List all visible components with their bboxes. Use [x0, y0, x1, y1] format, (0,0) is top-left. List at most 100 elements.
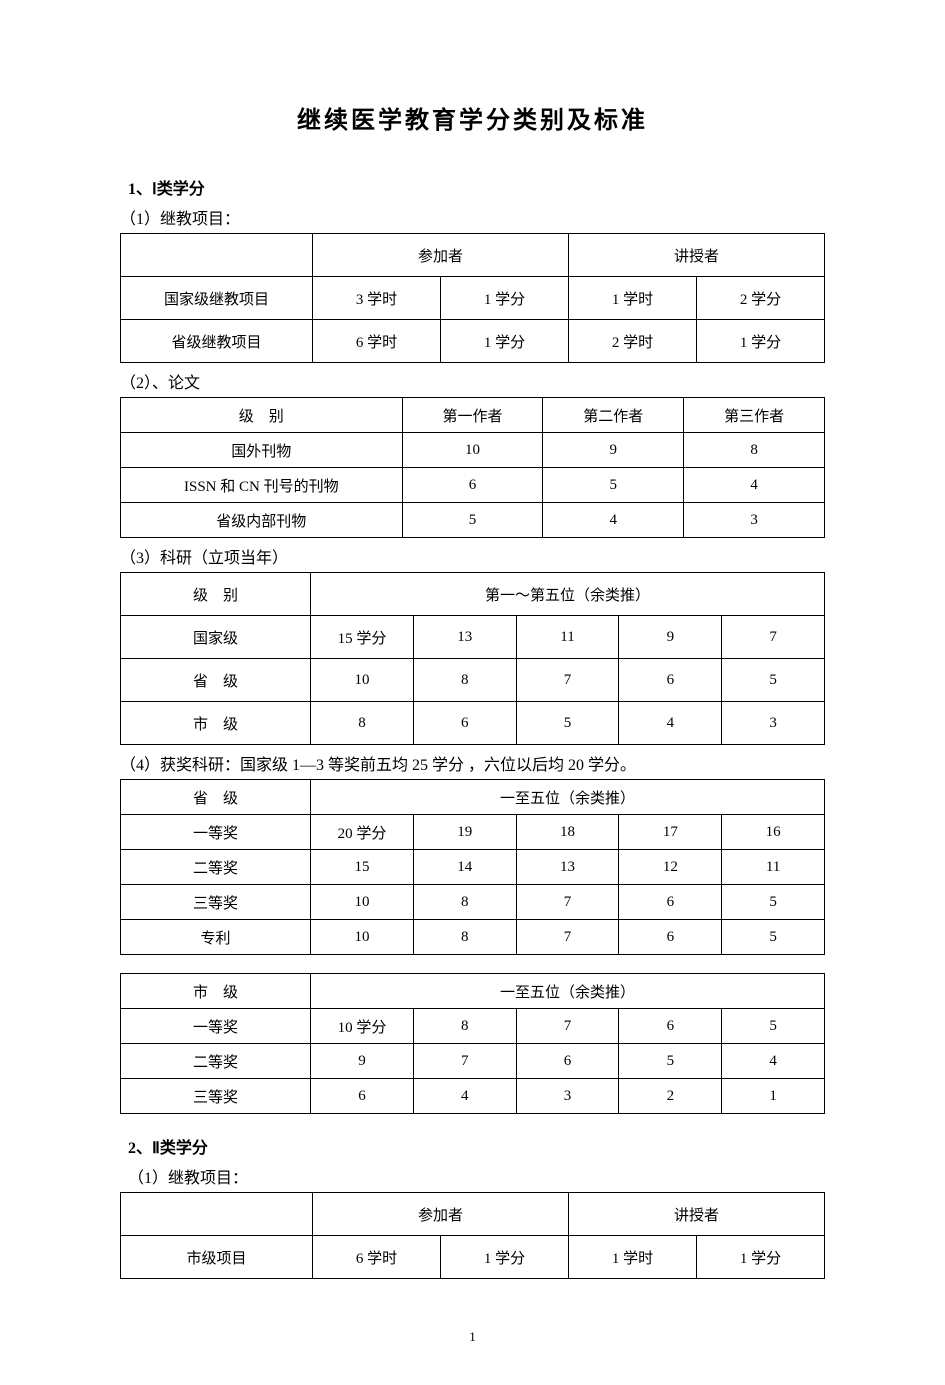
cell: 10 [402, 433, 543, 468]
table-row: 市级项目 6 学时 1 学分 1 学时 1 学分 [121, 1236, 825, 1279]
s1-p4-header: （4）获奖科研：国家级 1—3 等奖前五均 25 学分 ，六位以后均 20 学分… [120, 751, 825, 775]
table-2: 级 别 第一作者 第二作者 第三作者 国外刊物 10 9 8 ISSN 和 CN… [120, 397, 825, 538]
cell: 1 学时 [569, 277, 697, 320]
cell: 19 [413, 815, 516, 850]
cell: 参加者 [313, 1193, 569, 1236]
cell: 省级内部刊物 [121, 503, 403, 538]
table-row: 二等奖 15 14 13 12 11 [121, 850, 825, 885]
cell: 二等奖 [121, 1044, 311, 1079]
cell: 6 学时 [313, 1236, 441, 1279]
cell: 讲授者 [569, 234, 825, 277]
table-row: 市 级 一至五位（余类推） [121, 974, 825, 1009]
cell: 三等奖 [121, 1079, 311, 1114]
cell: 2 学时 [569, 320, 697, 363]
cell: 2 学分 [697, 277, 825, 320]
table-row: 专利 10 8 7 6 5 [121, 920, 825, 955]
cell: 14 [413, 850, 516, 885]
cell: 1 学时 [569, 1236, 697, 1279]
cell: 8 [413, 659, 516, 702]
cell: 6 [311, 1079, 414, 1114]
table-row: 省 级 一至五位（余类推） [121, 780, 825, 815]
cell: 省 级 [121, 659, 311, 702]
cell: 16 [722, 815, 825, 850]
cell: 4 [543, 503, 684, 538]
cell: 4 [619, 702, 722, 745]
cell: 市级项目 [121, 1236, 313, 1279]
table-row: 省 级 10 8 7 6 5 [121, 659, 825, 702]
cell: 18 [516, 815, 619, 850]
cell [121, 1193, 313, 1236]
cell: 8 [413, 885, 516, 920]
cell: 10 [311, 920, 414, 955]
s1-p3-header: （3）科研（立项当年） [120, 544, 825, 568]
cell: 2 [619, 1079, 722, 1114]
cell: 一至五位（余类推） [311, 974, 825, 1009]
cell: 4 [684, 468, 825, 503]
cell: 3 [722, 702, 825, 745]
s1-p2-header: （2）、论文 [120, 369, 825, 393]
cell: 5 [722, 920, 825, 955]
table-row: 省级继教项目 6 学时 1 学分 2 学时 1 学分 [121, 320, 825, 363]
cell: 3 学时 [313, 277, 441, 320]
table-row: 一等奖 20 学分 19 18 17 16 [121, 815, 825, 850]
table-row: 参加者 讲授者 [121, 1193, 825, 1236]
cell: 6 [402, 468, 543, 503]
table-row: 三等奖 6 4 3 2 1 [121, 1079, 825, 1114]
cell: 9 [619, 616, 722, 659]
cell: 3 [516, 1079, 619, 1114]
cell: 5 [619, 1044, 722, 1079]
page-number: 1 [120, 1329, 825, 1345]
cell: 17 [619, 815, 722, 850]
cell: 8 [311, 702, 414, 745]
cell: 6 [413, 702, 516, 745]
doc-title: 继续医学教育学分类别及标准 [120, 100, 825, 135]
cell: 9 [311, 1044, 414, 1079]
cell: 11 [722, 850, 825, 885]
cell: 二等奖 [121, 850, 311, 885]
cell: 8 [413, 920, 516, 955]
cell: 10 [311, 885, 414, 920]
cell: 讲授者 [569, 1193, 825, 1236]
cell: 3 [684, 503, 825, 538]
cell: 第一～第五位（余类推） [311, 573, 825, 616]
cell: 4 [413, 1079, 516, 1114]
table-row: 省级内部刊物 5 4 3 [121, 503, 825, 538]
table-row: 一等奖 10 学分 8 7 6 5 [121, 1009, 825, 1044]
cell: 6 [619, 1009, 722, 1044]
table-5: 参加者 讲授者 市级项目 6 学时 1 学分 1 学时 1 学分 [120, 1192, 825, 1279]
table-4a: 省 级 一至五位（余类推） 一等奖 20 学分 19 18 17 16 二等奖 … [120, 779, 825, 955]
s2-p1-header: （1）继教项目： [128, 1164, 825, 1188]
cell: 级 别 [121, 573, 311, 616]
cell: 11 [516, 616, 619, 659]
table-row: 国外刊物 10 9 8 [121, 433, 825, 468]
cell: 7 [516, 1009, 619, 1044]
cell: 15 [311, 850, 414, 885]
cell: 7 [516, 659, 619, 702]
cell: 6 [619, 885, 722, 920]
table-row: 二等奖 9 7 6 5 4 [121, 1044, 825, 1079]
cell: 10 [311, 659, 414, 702]
cell: 第三作者 [684, 398, 825, 433]
cell: 三等奖 [121, 885, 311, 920]
cell: 第一作者 [402, 398, 543, 433]
cell: 1 [722, 1079, 825, 1114]
section-2-header: 2、Ⅱ类学分 [128, 1134, 825, 1158]
cell: 13 [516, 850, 619, 885]
cell: 1 学分 [441, 277, 569, 320]
cell: 1 学分 [441, 1236, 569, 1279]
s1-p1-header: （1）继教项目： [120, 205, 825, 229]
table-row: 三等奖 10 8 7 6 5 [121, 885, 825, 920]
cell: 8 [413, 1009, 516, 1044]
table-row: 国家级 15 学分 13 11 9 7 [121, 616, 825, 659]
cell: 1 学分 [441, 320, 569, 363]
cell: 5 [722, 659, 825, 702]
cell: 20 学分 [311, 815, 414, 850]
cell: 6 [619, 659, 722, 702]
cell: 国家级 [121, 616, 311, 659]
table-row: 国家级继教项目 3 学时 1 学分 1 学时 2 学分 [121, 277, 825, 320]
cell: 7 [722, 616, 825, 659]
cell: 8 [684, 433, 825, 468]
section-1-header: 1、Ⅰ类学分 [128, 175, 825, 199]
cell: 5 [516, 702, 619, 745]
cell: 1 学分 [697, 1236, 825, 1279]
